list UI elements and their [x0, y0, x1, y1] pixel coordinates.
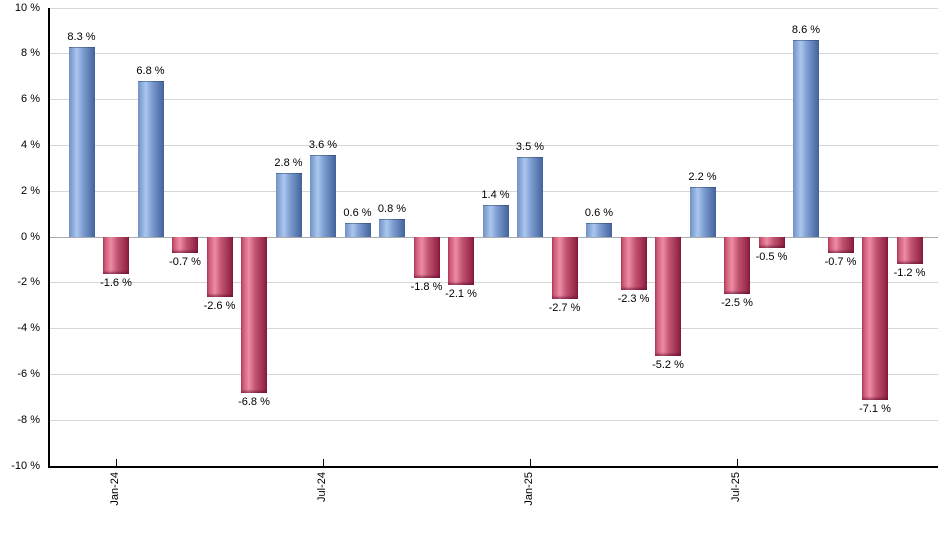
- gridline: [50, 190, 938, 192]
- bar: [758, 237, 785, 249]
- gridline: [50, 373, 938, 375]
- bar-value-label: 0.8 %: [377, 202, 407, 215]
- zero-gridline: [50, 236, 938, 238]
- bar: [103, 237, 129, 274]
- bar-value-label: -2.1 %: [445, 288, 477, 301]
- bar: [241, 237, 267, 393]
- bar-value-label: -2.7 %: [548, 301, 581, 314]
- bar: [793, 40, 819, 237]
- bar-value-label: -0.7 %: [824, 256, 857, 269]
- bar-value-label: -1.6 %: [100, 276, 132, 289]
- bar-value-label: 0.6 %: [584, 207, 614, 220]
- bar-value-label: -2.5 %: [721, 297, 753, 310]
- bar: [482, 204, 509, 237]
- y-tick-label: 0 %: [21, 230, 40, 243]
- x-tick-label: Jul-25: [730, 472, 742, 502]
- bar: [724, 237, 750, 295]
- bar: [310, 154, 336, 237]
- x-tick-mark: [736, 459, 738, 466]
- bar: [689, 186, 716, 237]
- bar: [68, 46, 95, 237]
- y-tick-label: -2 %: [17, 276, 40, 289]
- bar: [206, 237, 233, 297]
- bar: [344, 223, 371, 237]
- gridline: [50, 144, 938, 146]
- bar-value-label: 3.6 %: [308, 138, 338, 151]
- gridline: [50, 282, 938, 284]
- bar: [379, 218, 405, 237]
- gridline: [50, 419, 938, 421]
- gridline: [50, 7, 938, 9]
- y-tick-label: -10 %: [11, 459, 40, 472]
- bar: [586, 223, 612, 237]
- bar-value-label: 2.2 %: [688, 170, 717, 183]
- y-tick-label: 4 %: [21, 138, 40, 151]
- x-tick-label: Jan-24: [109, 472, 121, 506]
- bar: [827, 237, 854, 254]
- gridline: [50, 53, 938, 55]
- bar: [655, 237, 681, 357]
- plot-area: 8.3 % -1.6 % 6.8 % -0.7 % -2.6 % -6.8 % 2.8 % 3…: [48, 7, 938, 468]
- bar: [275, 172, 302, 237]
- x-tick-label: Jul-24: [316, 472, 328, 502]
- bar: [862, 237, 888, 400]
- bar: [551, 237, 578, 299]
- bar-value-label: -1.2 %: [893, 267, 926, 280]
- bar-value-label: -6.8 %: [238, 395, 270, 408]
- bar: [896, 237, 923, 265]
- bar-value-label: -2.6 %: [203, 299, 236, 312]
- x-tick-mark: [115, 459, 117, 466]
- bar-value-label: 3.5 %: [515, 140, 545, 153]
- bar-value-label: -0.5 %: [755, 251, 788, 264]
- bar-value-label: -2.3 %: [617, 292, 650, 305]
- bar: [172, 237, 198, 254]
- bar-value-label: 1.4 %: [481, 188, 510, 201]
- y-tick-label: 8 %: [21, 47, 40, 60]
- bar-value-label: 8.6 %: [791, 24, 821, 37]
- x-tick-label: Jan-25: [523, 472, 535, 506]
- y-tick-label: -6 %: [17, 367, 40, 380]
- y-tick-label: -4 %: [17, 322, 40, 335]
- bar-value-label: -5.2 %: [652, 359, 684, 372]
- bar-value-label: 2.8 %: [274, 156, 303, 169]
- bar: [448, 237, 474, 286]
- gridline: [50, 328, 938, 330]
- bar-value-label: 0.6 %: [343, 207, 372, 220]
- bar-value-label: -7.1 %: [859, 402, 891, 415]
- bar: [413, 237, 440, 279]
- y-tick-label: 2 %: [21, 184, 40, 197]
- x-tick-mark: [529, 459, 531, 466]
- bar-value-label: 8.3 %: [67, 30, 96, 43]
- bar-value-label: 6.8 %: [136, 65, 165, 78]
- bar: [620, 237, 647, 290]
- y-tick-label: 6 %: [21, 93, 40, 106]
- bar: [137, 81, 164, 237]
- bar: [517, 156, 543, 237]
- y-tick-label: 10 %: [14, 1, 40, 14]
- gridline: [50, 99, 938, 101]
- x-tick-mark: [322, 459, 324, 466]
- bar-value-label: -1.8 %: [410, 281, 443, 294]
- y-tick-label: -8 %: [17, 413, 40, 426]
- bar-value-label: -0.7 %: [169, 256, 201, 269]
